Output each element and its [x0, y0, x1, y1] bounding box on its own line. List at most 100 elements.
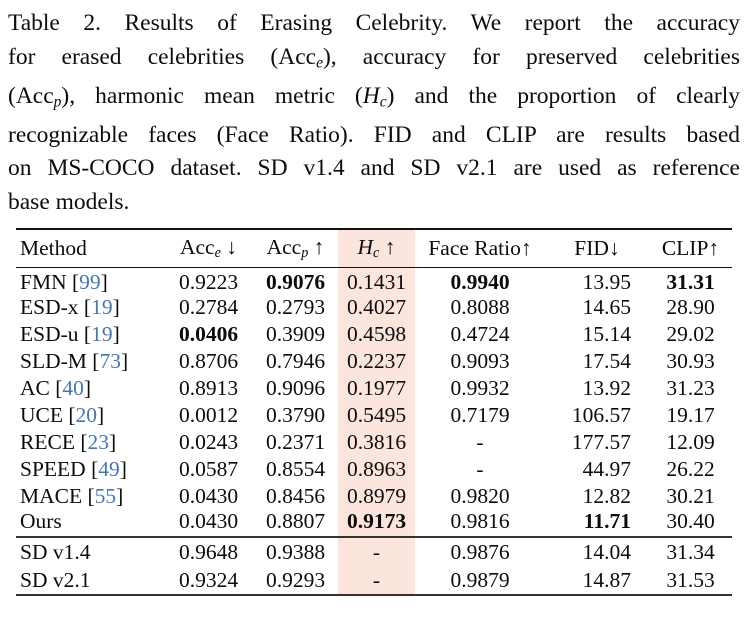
method-cell: UCE [20] [20, 403, 105, 428]
value-cell: 31.53 [666, 567, 715, 592]
subscript-text: p [53, 93, 62, 110]
method-name: SPEED [20, 457, 86, 482]
text-segment: ↑ [379, 234, 396, 259]
caption-line: Table 2. Results of Erasing Celebrity. W… [8, 7, 740, 41]
col-header-clip: CLIP↑ [649, 229, 732, 267]
value-cell: 0.9940 [450, 269, 510, 294]
value-cell: 0.0243 [178, 430, 239, 455]
text-segment: CLIP↑ [661, 235, 720, 260]
table-row: SD v1.4 0.9648 0.9388- 0.9876 14.04 31.34 [16, 537, 732, 567]
header-row: Method Acce ↓ Accp ↑ Hc ↑ Face Ratio↑ FID↓ CLI… [16, 229, 732, 268]
text-segment: Acc [266, 234, 302, 259]
text-segment: base models. [8, 188, 130, 215]
value-cell: - [338, 566, 415, 596]
value-cell: 0.9820 [450, 484, 510, 509]
citation-link[interactable]: 19 [91, 322, 113, 347]
value-cell: 0.2371 [265, 430, 326, 455]
subscript-text: e [214, 245, 221, 262]
value-cell: 14.87 [582, 567, 631, 592]
value-cell: 0.9093 [450, 349, 510, 374]
value-cell: 0.7179 [450, 403, 510, 428]
value-cell: 0.9223 [178, 269, 239, 294]
value-cell: 0.4027 [338, 294, 415, 322]
value-cell: 0.1431 [338, 267, 415, 295]
text-segment: recognizable faces (Face Ratio). FID and… [8, 121, 740, 148]
col-header-face-ratio: Face Ratio↑ [415, 229, 545, 267]
col-header-method: Method [16, 229, 164, 267]
text-segment: ↑ [308, 234, 325, 259]
value-cell: 31.34 [666, 539, 715, 564]
value-cell: 12.09 [666, 430, 715, 455]
value-cell: 0.2784 [178, 295, 239, 320]
citation-link[interactable]: 55 [94, 484, 117, 509]
table-row: SLD-M [73] 0.8706 0.7946 0.2237 0.9093 17.54 3… [16, 348, 732, 376]
value-cell: 30.40 [666, 510, 715, 534]
value-cell: 0.4724 [450, 322, 510, 347]
method-cell: RECE [23] [20, 430, 117, 455]
value-cell: 0.3909 [265, 322, 326, 347]
text-segment: ↓ [220, 234, 238, 259]
col-header-fid: FID↓ [545, 229, 649, 267]
value-cell: 0.9388 [265, 539, 326, 564]
value-cell: 17.54 [582, 349, 631, 374]
value-cell: 0.8979 [338, 483, 415, 511]
value-cell: 30.21 [666, 484, 715, 509]
table-row: AC [40] 0.8913 0.9096 0.1977 0.9932 13.92 31.2… [16, 375, 732, 403]
value-cell: 13.95 [582, 269, 631, 294]
value-cell: 14.04 [582, 539, 631, 564]
value-cell: 0.9076 [265, 269, 326, 294]
citation-link[interactable]: 73 [99, 349, 121, 374]
text-segment: ) and the proportion of clearly [386, 82, 740, 109]
value-cell: 0.0430 [178, 510, 239, 534]
value-cell: 11.71 [583, 510, 631, 534]
citation-link[interactable]: 99 [79, 269, 101, 294]
value-cell: 0.9932 [450, 376, 510, 401]
method-cell: AC [40] [20, 376, 92, 401]
method-cell: Ours [16, 510, 164, 537]
value-cell: 0.8963 [338, 456, 415, 484]
method-name: FMN [20, 269, 67, 294]
text-segment: Acc [179, 234, 215, 259]
citation-link[interactable]: 49 [98, 457, 120, 482]
value-cell: 0.0406 [178, 322, 239, 347]
caption-line: on MS-COCO dataset. SD v1.4 and SD v2.1 … [8, 152, 740, 186]
citation-link[interactable]: 19 [91, 295, 113, 320]
value-cell: 0.8913 [178, 376, 239, 401]
value-cell: 0.9879 [450, 567, 510, 592]
value-cell: 14.65 [582, 295, 631, 320]
text-segment: Face Ratio↑ [428, 235, 532, 260]
caption-line: for erased celebrities (Acce), accuracy … [8, 41, 740, 80]
table-row: MACE [55] 0.0430 0.8456 0.8979 0.9820 12.82 30… [16, 483, 732, 511]
subscript-text: c [373, 245, 380, 262]
citation-link[interactable]: 40 [62, 376, 84, 401]
table-row: Ours 0.0430 0.8807 0.9173 0.9816 11.71 30.40 [16, 510, 732, 538]
citation-link[interactable]: 23 [87, 430, 110, 455]
method-name: ESD-x [20, 295, 79, 320]
caption-line: recognizable faces (Face Ratio). FID and… [8, 119, 740, 153]
subscript-text: p [301, 245, 309, 262]
value-cell: 0.9096 [265, 376, 326, 401]
table-body-methods: FMN [99] 0.9223 0.9076 0.1431 0.9940 13.95 31.… [16, 267, 732, 538]
method-name: MACE [20, 484, 83, 509]
method-cell: SPEED [49] [20, 457, 127, 482]
value-cell: - [338, 537, 415, 567]
value-cell: 0.0587 [178, 457, 239, 482]
table-header: Method Acce ↓ Accp ↑ Hc ↑ Face Ratio↑ FID↓ CLI… [16, 229, 732, 268]
text-segment: H [357, 234, 374, 259]
method-name: Ours [20, 510, 62, 534]
method-cell: ESD-x [19] [20, 295, 120, 320]
caption-line: base models. [8, 186, 740, 220]
table-row: UCE [20] 0.0012 0.3790 0.5495 0.7179 106.57 19… [16, 402, 732, 430]
value-cell: 13.92 [582, 376, 631, 401]
value-cell: - [476, 430, 484, 455]
citation-link[interactable]: 20 [75, 403, 98, 428]
table-row: RECE [23] 0.0243 0.2371 0.3816 - 177.57 12.09 [16, 429, 732, 457]
value-cell: 44.97 [582, 457, 631, 482]
table-row: SPEED [49] 0.0587 0.8554 0.8963 - 44.97 26.22 [16, 456, 732, 484]
method-name: UCE [20, 403, 63, 428]
method-name: SD v1.4 [20, 539, 91, 564]
col-header-acc-p: Accp ↑ [253, 229, 338, 267]
value-cell: 0.3816 [338, 429, 415, 457]
text-segment: Method [20, 235, 87, 260]
value-cell: 0.9648 [178, 539, 239, 564]
